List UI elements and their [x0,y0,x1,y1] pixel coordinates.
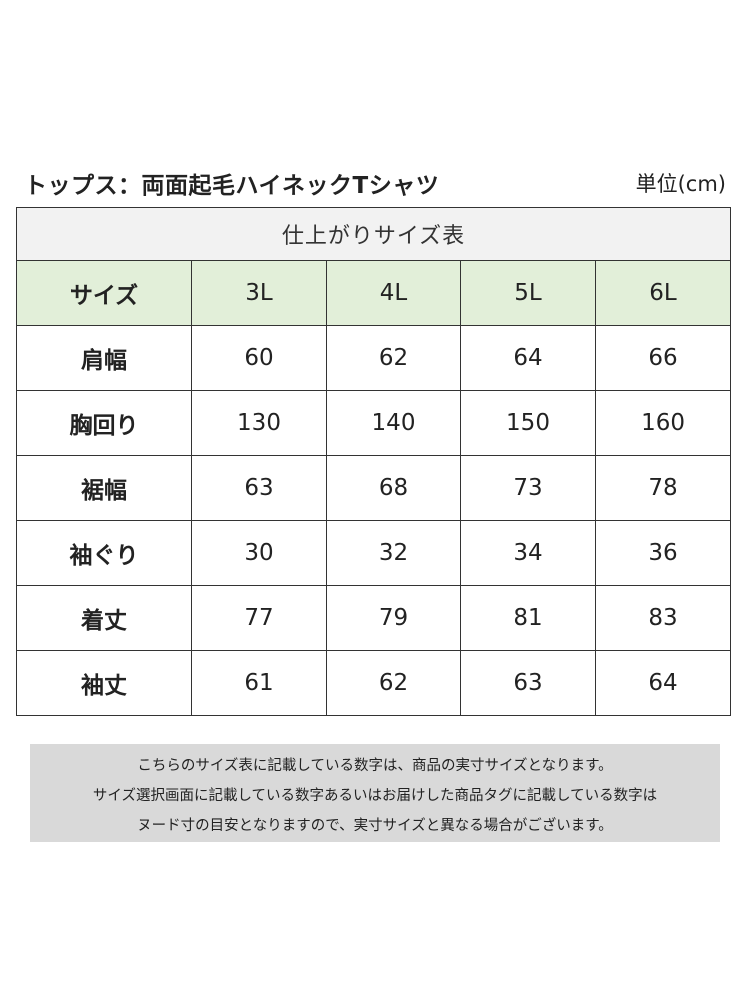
header-cell-5l: 5L [460,260,596,326]
header-cell-size: サイズ [16,260,192,326]
table-cell: 63 [191,455,327,521]
table-cell: 64 [594,650,732,716]
table-row: 袖丈 61 62 63 64 [16,650,732,716]
table-cell: 61 [191,650,327,716]
table-cell: 68 [326,455,461,521]
table-cell: 78 [594,455,732,521]
table-cell: 62 [326,325,461,391]
table-cell: 32 [326,520,461,586]
row-label-hem-width: 裾幅 [16,455,192,521]
table-row: 裾幅 63 68 73 78 [16,455,732,521]
table-cell: 60 [191,325,327,391]
table-cell: 30 [191,520,327,586]
table-caption-row: 仕上がりサイズ表 [15,207,732,261]
row-label-length: 着丈 [16,585,192,651]
size-table: 仕上がりサイズ表 サイズ 3L 4L 5L 6L 肩幅 60 62 64 66 … [15,207,732,716]
table-cell: 130 [191,390,327,456]
row-label-shoulder-width: 肩幅 [16,325,192,391]
table-row: 袖ぐり 30 32 34 36 [16,520,732,586]
table-cell: 66 [594,325,732,391]
table-cell: 79 [326,585,461,651]
table-row: 胸回り 130 140 150 160 [16,390,732,456]
table-caption: 仕上がりサイズ表 [15,207,732,261]
row-label-chest: 胸回り [16,390,192,456]
table-cell: 81 [460,585,596,651]
table-cell: 63 [460,650,596,716]
header-cell-4l: 4L [326,260,461,326]
table-cell: 140 [326,390,461,456]
table-row: 着丈 77 79 81 83 [16,585,732,651]
row-label-sleeve-length: 袖丈 [16,650,192,716]
size-note-box: こちらのサイズ表に記載している数字は、商品の実寸サイズとなります。 サイズ選択画… [30,744,720,842]
table-cell: 160 [594,390,732,456]
table-cell: 64 [460,325,596,391]
note-line: こちらのサイズ表に記載している数字は、商品の実寸サイズとなります。 [137,758,613,774]
table-cell: 34 [460,520,596,586]
unit-label: 単位(cm) [635,172,726,196]
table-cell: 73 [460,455,596,521]
note-line: ヌード寸の目安となりますので、実寸サイズと異なる場合がございます。 [137,818,613,834]
header-cell-3l: 3L [191,260,327,326]
table-cell: 83 [594,585,732,651]
table-cell: 77 [191,585,327,651]
table-header-row: サイズ 3L 4L 5L 6L [16,260,732,326]
header-cell-6l: 6L [594,260,732,326]
table-cell: 36 [594,520,732,586]
table-cell: 150 [460,390,596,456]
note-line: サイズ選択画面に記載している数字あるいはお届けした商品タグに記載している数字は [92,788,658,804]
table-row: 肩幅 60 62 64 66 [16,325,732,391]
table-cell: 62 [326,650,461,716]
row-label-armhole: 袖ぐり [16,520,192,586]
page-title: トップス：両面起毛ハイネックTシャツ [24,173,440,199]
